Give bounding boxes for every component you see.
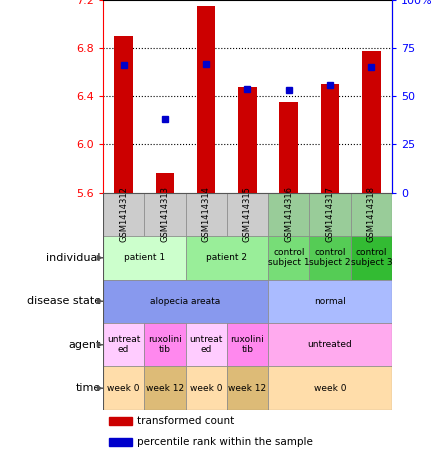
Text: GSM1414312: GSM1414312 <box>119 186 128 242</box>
Bar <box>103 366 144 410</box>
Bar <box>109 439 132 446</box>
Bar <box>103 193 144 236</box>
Text: time: time <box>76 383 101 393</box>
Text: GSM1414314: GSM1414314 <box>201 186 211 242</box>
Bar <box>103 280 268 323</box>
Text: week 0: week 0 <box>190 384 223 393</box>
Text: ruxolini
tib: ruxolini tib <box>148 335 182 354</box>
Text: patient 1: patient 1 <box>124 253 165 262</box>
Bar <box>351 236 392 280</box>
Text: untreated: untreated <box>307 340 353 349</box>
Bar <box>268 323 392 366</box>
Bar <box>268 236 309 280</box>
Bar <box>351 193 392 236</box>
Text: agent: agent <box>68 340 101 350</box>
Bar <box>186 236 268 280</box>
Text: normal: normal <box>314 297 346 306</box>
Text: week 12: week 12 <box>228 384 267 393</box>
Bar <box>227 193 268 236</box>
Bar <box>103 236 186 280</box>
Text: percentile rank within the sample: percentile rank within the sample <box>138 437 313 447</box>
Text: control
subject 1: control subject 1 <box>268 248 310 267</box>
Text: alopecia areata: alopecia areata <box>150 297 221 306</box>
Text: GSM1414318: GSM1414318 <box>367 186 376 242</box>
Bar <box>186 323 227 366</box>
Text: control
subject 2: control subject 2 <box>309 248 351 267</box>
Bar <box>268 280 392 323</box>
Text: transformed count: transformed count <box>138 416 235 426</box>
Text: control
subject 3: control subject 3 <box>350 248 392 267</box>
Text: GSM1414317: GSM1414317 <box>325 186 335 242</box>
Text: ruxolini
tib: ruxolini tib <box>230 335 265 354</box>
Text: GSM1414313: GSM1414313 <box>160 186 170 242</box>
Bar <box>309 236 351 280</box>
Bar <box>362 51 381 193</box>
Bar <box>197 6 215 193</box>
Bar <box>144 323 186 366</box>
Text: week 12: week 12 <box>146 384 184 393</box>
Bar <box>227 323 268 366</box>
Bar <box>186 366 227 410</box>
Bar <box>227 366 268 410</box>
Bar <box>186 193 227 236</box>
Text: untreat
ed: untreat ed <box>190 335 223 354</box>
Bar <box>144 366 186 410</box>
Text: disease state: disease state <box>27 296 101 306</box>
Text: GSM1414316: GSM1414316 <box>284 186 293 242</box>
Bar <box>238 87 257 193</box>
Bar <box>268 193 309 236</box>
Text: patient 2: patient 2 <box>206 253 247 262</box>
Text: untreat
ed: untreat ed <box>107 335 140 354</box>
Bar <box>114 36 133 193</box>
Text: GSM1414315: GSM1414315 <box>243 186 252 242</box>
Text: week 0: week 0 <box>314 384 346 393</box>
Bar <box>268 366 392 410</box>
Bar <box>279 102 298 193</box>
Text: week 0: week 0 <box>107 384 140 393</box>
Bar <box>321 84 339 193</box>
Bar <box>155 173 174 193</box>
Bar <box>109 417 132 424</box>
Bar <box>144 193 186 236</box>
Bar <box>309 193 351 236</box>
Bar <box>103 323 144 366</box>
Text: individual: individual <box>46 253 101 263</box>
